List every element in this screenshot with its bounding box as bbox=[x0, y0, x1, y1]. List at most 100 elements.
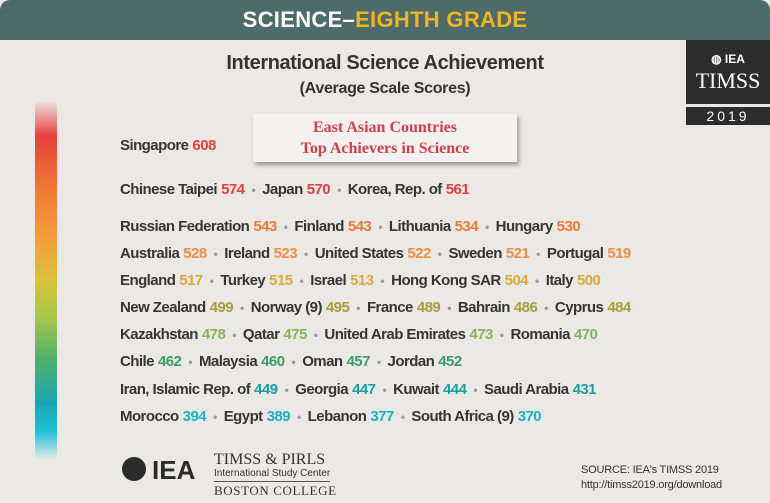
score-row: Iran, Islamic Rep. of 449 • Georgia 447 • Kuwa… bbox=[120, 381, 597, 398]
separator-dot: • bbox=[213, 247, 218, 261]
country-score: 500 bbox=[576, 272, 601, 289]
country-name: Chinese Taipei bbox=[120, 181, 218, 198]
country-name: Egypt bbox=[223, 408, 263, 425]
country-name: Jordan bbox=[387, 353, 435, 370]
country-score: 394 bbox=[182, 408, 207, 425]
country-score: 478 bbox=[201, 326, 226, 343]
country-name: Lebanon bbox=[307, 408, 367, 425]
badge-iea: ◍ IEA bbox=[711, 52, 745, 66]
country-name: Russian Federation bbox=[120, 218, 250, 235]
separator-dot: • bbox=[299, 274, 304, 288]
logo-line2: International Study Center bbox=[214, 468, 331, 482]
country-name: Iran, Islamic Rep. of bbox=[120, 381, 251, 398]
country-name: Malaysia bbox=[198, 353, 258, 370]
separator-dot: • bbox=[240, 301, 244, 315]
country-score: 489 bbox=[416, 299, 441, 316]
country-name: Hungary bbox=[495, 218, 554, 235]
separator-dot: • bbox=[188, 355, 192, 369]
country-name: Sweden bbox=[448, 245, 502, 262]
callout-box: East Asian Countries Top Achievers in Sc… bbox=[253, 114, 517, 162]
country-name: Qatar bbox=[242, 326, 280, 343]
score-row: Kazakhstan 478 • Qatar 475 • United Arab Emira… bbox=[120, 326, 598, 343]
country-name: Singapore bbox=[120, 137, 189, 154]
country-name: Cyprus bbox=[554, 299, 604, 316]
country-score: 486 bbox=[513, 299, 538, 316]
country-score: 521 bbox=[505, 245, 530, 262]
header-banner: SCIENCE–EIGHTH GRADE bbox=[0, 0, 770, 40]
separator-dot: • bbox=[378, 220, 382, 234]
separator-dot: • bbox=[284, 383, 289, 397]
separator-dot: • bbox=[535, 274, 539, 288]
country-score: 543 bbox=[253, 218, 277, 235]
country-name: Lithuania bbox=[388, 218, 451, 235]
source-text: SOURCE: IEA's TIMSS 2019 bbox=[581, 464, 719, 476]
badge-timss: TIMSS bbox=[695, 68, 761, 93]
score-row: New Zealand 499 • Norway (9) 495 • France 489 • B… bbox=[120, 299, 631, 316]
country-score: 534 bbox=[454, 218, 479, 235]
country-name: Turkey bbox=[220, 272, 266, 289]
country-score: 499 bbox=[209, 299, 234, 316]
country-name: Norway (9) bbox=[250, 299, 323, 316]
country-score: 444 bbox=[442, 381, 467, 398]
logo-line1: TIMSS & PIRLS bbox=[214, 451, 326, 468]
separator-dot: • bbox=[304, 247, 308, 261]
score-row: England 517 • Turkey 515 • Israel 513 • Hong Kong… bbox=[120, 272, 601, 289]
country-name: Romania bbox=[510, 326, 570, 343]
country-name: Israel bbox=[310, 272, 347, 289]
separator-dot: • bbox=[536, 247, 540, 261]
score-row: Australia 528 • Ireland 523 • United States 522… bbox=[120, 245, 631, 262]
country-score: 470 bbox=[573, 326, 598, 343]
country-score: 431 bbox=[572, 381, 597, 398]
separator-dot: • bbox=[499, 328, 504, 342]
country-score: 528 bbox=[183, 245, 207, 262]
header-grade: EIGHTH GRADE bbox=[355, 7, 528, 32]
callout-line2: Top Achievers in Science bbox=[300, 140, 470, 157]
separator-dot: • bbox=[437, 247, 442, 261]
separator-dot: • bbox=[544, 301, 548, 315]
separator-dot: • bbox=[382, 383, 387, 397]
country-score: 515 bbox=[269, 272, 293, 289]
separator-dot: • bbox=[232, 328, 236, 342]
country-score: 530 bbox=[556, 218, 581, 235]
country-score: 522 bbox=[407, 245, 431, 262]
country-score: 523 bbox=[273, 245, 298, 262]
country-score: 495 bbox=[325, 299, 350, 316]
logo-iea: IEA bbox=[152, 455, 196, 485]
country-score: 574 bbox=[221, 181, 245, 198]
separator-dot: • bbox=[485, 220, 489, 234]
country-score: 452 bbox=[438, 353, 462, 370]
country-score: 377 bbox=[370, 408, 394, 425]
country-name: Georgia bbox=[295, 381, 349, 398]
country-score: 475 bbox=[283, 326, 307, 343]
country-score: 447 bbox=[352, 381, 376, 398]
country-score: 608 bbox=[192, 137, 216, 154]
separator-dot: • bbox=[380, 274, 385, 288]
country-name: France bbox=[366, 299, 413, 316]
country-name: Morocco bbox=[120, 408, 179, 425]
country-name: Ireland bbox=[224, 245, 270, 262]
separator-dot: • bbox=[400, 410, 405, 424]
country-name: Hong Kong SAR bbox=[391, 272, 501, 289]
country-name: Korea, Rep. of bbox=[347, 181, 443, 198]
country-name: Portugal bbox=[546, 245, 604, 262]
country-score: 370 bbox=[517, 408, 542, 425]
page-subtitle: (Average Scale Scores) bbox=[299, 80, 471, 97]
separator-dot: • bbox=[447, 301, 451, 315]
score-row: Russian Federation 543 • Finland 543 • Lithuan… bbox=[120, 218, 581, 235]
score-row: Chile 462 • Malaysia 460 • Oman 457 • Jordan 452 bbox=[120, 353, 462, 370]
country-score: 519 bbox=[607, 245, 631, 262]
country-name: Japan bbox=[262, 181, 303, 198]
separator-dot: • bbox=[283, 220, 288, 234]
score-row: Chinese Taipei 574 • Japan 570 • Korea, Rep. o… bbox=[120, 181, 470, 198]
separator-dot: • bbox=[313, 328, 318, 342]
logo-line3: BOSTON COLLEGE bbox=[214, 483, 337, 498]
separator-dot: • bbox=[356, 301, 360, 315]
separator-dot: • bbox=[213, 410, 217, 424]
country-score: 460 bbox=[261, 353, 285, 370]
globe-icon bbox=[122, 457, 146, 481]
source-note: SOURCE: IEA's TIMSS 2019 http://timss201… bbox=[581, 463, 722, 493]
country-score: 389 bbox=[266, 408, 291, 425]
country-score: 513 bbox=[350, 272, 374, 289]
country-name: United States bbox=[314, 245, 404, 262]
